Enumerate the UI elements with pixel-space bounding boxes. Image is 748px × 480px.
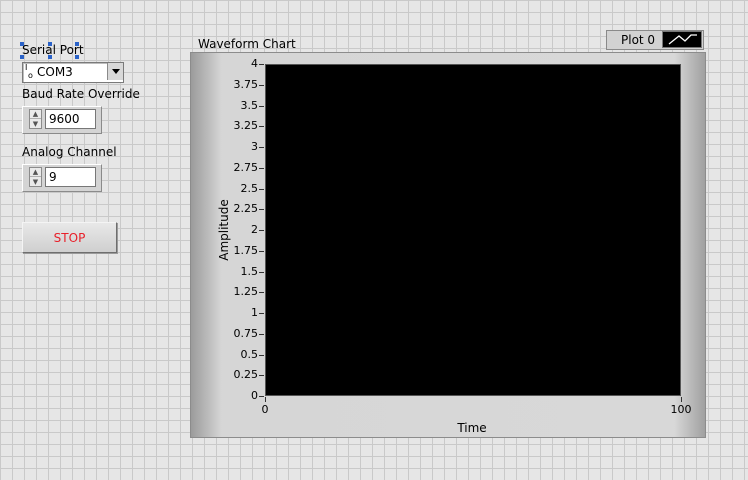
y-tick-mark bbox=[259, 209, 264, 211]
y-tick-label: 0.75 bbox=[233, 326, 259, 340]
y-tick-mark bbox=[259, 167, 264, 169]
baud-rate-input[interactable]: 9600 bbox=[45, 109, 96, 129]
chart-title: Waveform Chart bbox=[198, 37, 296, 51]
y-tick-label: 3.5 bbox=[240, 98, 259, 112]
y-tick-label: 1.25 bbox=[233, 285, 259, 299]
y-tick-mark bbox=[259, 250, 264, 252]
y-tick-mark bbox=[259, 354, 264, 356]
y-tick-mark bbox=[259, 64, 264, 65]
y-tick-mark bbox=[259, 271, 264, 273]
y-tick-label: 2.25 bbox=[233, 202, 259, 216]
y-tick-mark bbox=[259, 188, 264, 190]
y-tick-label: 3.25 bbox=[233, 119, 259, 133]
y-tick-label: 4 bbox=[251, 57, 258, 70]
y-tick-label: 3 bbox=[251, 140, 258, 153]
legend-label: Plot 0 bbox=[621, 33, 656, 47]
dropdown-arrow-icon[interactable] bbox=[107, 63, 123, 80]
x-axis-label: Time bbox=[457, 421, 487, 435]
selection-handle bbox=[20, 42, 24, 46]
y-axis-label: Amplitude bbox=[217, 199, 231, 261]
baud-rate-stepper[interactable]: ▲ ▼ bbox=[29, 109, 42, 129]
increment-arrow-icon[interactable]: ▲ bbox=[30, 110, 41, 119]
y-tick-label: 0.5 bbox=[240, 347, 259, 361]
x-tick-label: 0 bbox=[261, 403, 269, 416]
plot-area[interactable] bbox=[265, 64, 681, 396]
x-tick-mark bbox=[265, 397, 266, 402]
y-tick-label: 2.75 bbox=[233, 160, 259, 174]
analog-channel-label: Analog Channel bbox=[22, 145, 117, 159]
y-tick-label: 2 bbox=[251, 223, 258, 236]
selection-handle bbox=[48, 55, 52, 59]
y-tick-label: 1 bbox=[251, 306, 258, 319]
analog-channel-stepper[interactable]: ▲ ▼ bbox=[29, 167, 42, 187]
y-tick-mark bbox=[259, 375, 264, 377]
y-tick-mark bbox=[259, 105, 264, 107]
decrement-arrow-icon[interactable]: ▼ bbox=[32, 177, 39, 186]
stop-button[interactable]: STOP bbox=[22, 222, 117, 253]
decrement-arrow-icon[interactable]: ▼ bbox=[32, 119, 39, 128]
serial-port-value: COM3 bbox=[37, 65, 73, 79]
y-tick-mark bbox=[259, 313, 264, 314]
serial-port-label: Serial Port bbox=[22, 43, 84, 57]
selection-handle bbox=[48, 42, 52, 46]
stop-button-label: STOP bbox=[53, 230, 86, 245]
increment-arrow-icon[interactable]: ▲ bbox=[30, 168, 41, 177]
y-tick-mark bbox=[259, 333, 264, 335]
y-tick-label: 0.25 bbox=[233, 368, 259, 382]
y-tick-label: 1.75 bbox=[233, 243, 259, 257]
y-tick-mark bbox=[259, 292, 264, 294]
x-tick-mark bbox=[681, 397, 682, 402]
legend-line-sample-icon bbox=[662, 31, 702, 48]
x-tick-label: 100 bbox=[670, 403, 692, 416]
baud-rate-label: Baud Rate Override bbox=[22, 87, 140, 101]
selection-handle bbox=[20, 55, 24, 59]
selection-handle bbox=[75, 55, 79, 59]
y-tick-mark bbox=[259, 147, 264, 148]
y-tick-mark bbox=[259, 396, 264, 397]
analog-channel-input[interactable]: 9 bbox=[45, 167, 96, 187]
y-tick-mark bbox=[259, 126, 264, 128]
y-tick-label: 1.5 bbox=[240, 264, 259, 278]
y-tick-mark bbox=[259, 230, 264, 231]
y-tick-label: 3.75 bbox=[233, 77, 259, 91]
selection-handle bbox=[75, 42, 79, 46]
y-tick-mark bbox=[259, 84, 264, 86]
y-tick-label: 2.5 bbox=[240, 181, 259, 195]
y-tick-label: 0 bbox=[251, 389, 258, 402]
